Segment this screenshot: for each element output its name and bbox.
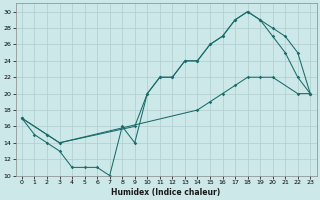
X-axis label: Humidex (Indice chaleur): Humidex (Indice chaleur)	[111, 188, 221, 197]
